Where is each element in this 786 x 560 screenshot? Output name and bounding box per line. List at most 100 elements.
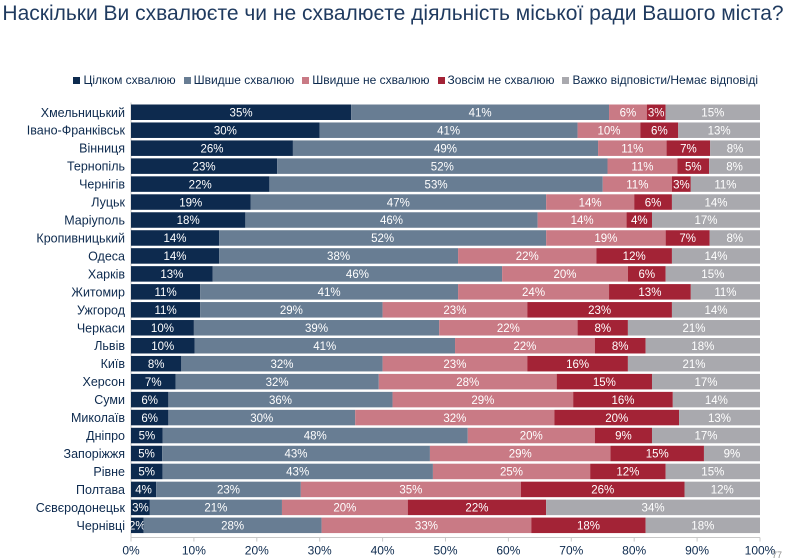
category-label: Рівне: [93, 465, 125, 479]
data-label: 17%: [694, 431, 717, 443]
legend: Цілком схвалюю Швидше схвалюю Швидше не сх…: [0, 73, 786, 87]
data-label: 28%: [456, 377, 479, 389]
bar-segment: [646, 104, 666, 120]
bar-segment: [556, 373, 652, 390]
bar-segment: [546, 499, 760, 516]
data-label: 12%: [623, 251, 646, 263]
bar-segment: [292, 140, 599, 156]
bar-segment: [671, 302, 760, 318]
category-label: Полтава: [76, 483, 125, 497]
bar-segment: [382, 355, 528, 372]
data-label: 41%: [313, 341, 336, 353]
bar-segment: [602, 176, 672, 192]
bar-segment: [281, 499, 408, 516]
bar-segment: [131, 391, 169, 408]
category-label: Запоріжжя: [64, 447, 125, 461]
legend-swatch: [73, 76, 81, 84]
bar-segment: [429, 445, 611, 462]
data-label: 29%: [509, 449, 532, 461]
data-label: 10%: [151, 323, 174, 335]
bar-segment: [609, 284, 691, 300]
legend-label: Цілком схвалюю: [83, 73, 176, 87]
bar-segment: [432, 463, 591, 480]
category-label: Харків: [88, 267, 125, 281]
data-label: 4%: [631, 215, 648, 227]
category-label: Суми: [94, 393, 125, 407]
data-label: 33%: [415, 521, 438, 533]
bar-segment: [458, 284, 610, 300]
bar-segment: [131, 212, 246, 228]
data-label: 3%: [132, 503, 149, 515]
legend-item: Швидше не схвалюю: [302, 73, 430, 87]
data-label: 16%: [611, 395, 634, 407]
data-label: 16%: [566, 359, 589, 371]
data-label: 13%: [708, 413, 731, 425]
category-label: Кропивницький: [36, 231, 125, 245]
bar-segment: [651, 212, 760, 228]
data-label: 8%: [594, 323, 611, 335]
data-label: 26%: [200, 143, 223, 155]
bar-segment: [131, 266, 213, 282]
bar-segment: [277, 158, 608, 174]
data-label: 32%: [266, 377, 289, 389]
category-label: Херсон: [83, 375, 126, 389]
data-label: 15%: [701, 467, 724, 479]
bar-segment: [181, 355, 383, 372]
x-tick-label: 50%: [433, 544, 457, 558]
bar-segment: [531, 517, 646, 534]
bar-segment: [131, 104, 352, 120]
data-label: 48%: [304, 431, 327, 443]
data-label: 39%: [305, 323, 328, 335]
data-label: 10%: [598, 125, 621, 137]
page-number: 77: [771, 550, 782, 560]
data-label: 41%: [318, 287, 341, 299]
bar-segment: [156, 481, 301, 498]
data-label: 23%: [193, 161, 216, 173]
x-tick-label: 100%: [745, 544, 776, 558]
data-label: 11%: [155, 305, 177, 317]
data-label: 41%: [437, 125, 460, 137]
data-label: 2%: [129, 521, 146, 533]
data-label: 32%: [270, 359, 293, 371]
bar-segment: [665, 104, 760, 120]
category-label: Маріуполь: [64, 214, 125, 228]
category-label: Миколаїв: [71, 411, 125, 425]
data-label: 43%: [286, 467, 309, 479]
data-label: 3%: [673, 179, 690, 191]
bar-segment: [577, 122, 641, 138]
bar-segment: [594, 337, 646, 354]
data-label: 14%: [571, 215, 594, 227]
data-label: 28%: [221, 521, 244, 533]
bar-segment: [131, 248, 220, 264]
data-label: 41%: [469, 107, 492, 119]
bar-segment: [546, 194, 635, 210]
data-label: 5%: [138, 467, 155, 479]
category-label: Луцьк: [91, 196, 125, 210]
bar-segment: [200, 302, 383, 318]
data-label: 15%: [701, 269, 724, 281]
bar-segment: [627, 266, 666, 282]
legend-label: Швидше не схвалюю: [312, 73, 430, 87]
data-label: 46%: [380, 215, 403, 227]
legend-swatch: [562, 76, 570, 84]
bar-segment: [382, 302, 528, 318]
bar-segment: [671, 194, 760, 210]
data-label: 5%: [685, 161, 702, 173]
bar-segment: [677, 158, 710, 174]
x-tick-label: 90%: [685, 544, 709, 558]
bar-segment: [645, 517, 760, 534]
data-label: 13%: [638, 287, 661, 299]
bar-segment: [194, 337, 456, 354]
bar-segment: [319, 122, 578, 138]
bar-segment: [594, 427, 652, 444]
data-label: 20%: [520, 431, 543, 443]
data-label: 29%: [280, 305, 303, 317]
bar-segment: [168, 391, 393, 408]
bar-segment: [131, 284, 201, 300]
data-label: 19%: [594, 233, 617, 245]
legend-swatch: [302, 76, 310, 84]
bar-segment: [269, 176, 603, 192]
bar-segment: [378, 373, 557, 390]
data-label: 35%: [399, 485, 422, 497]
